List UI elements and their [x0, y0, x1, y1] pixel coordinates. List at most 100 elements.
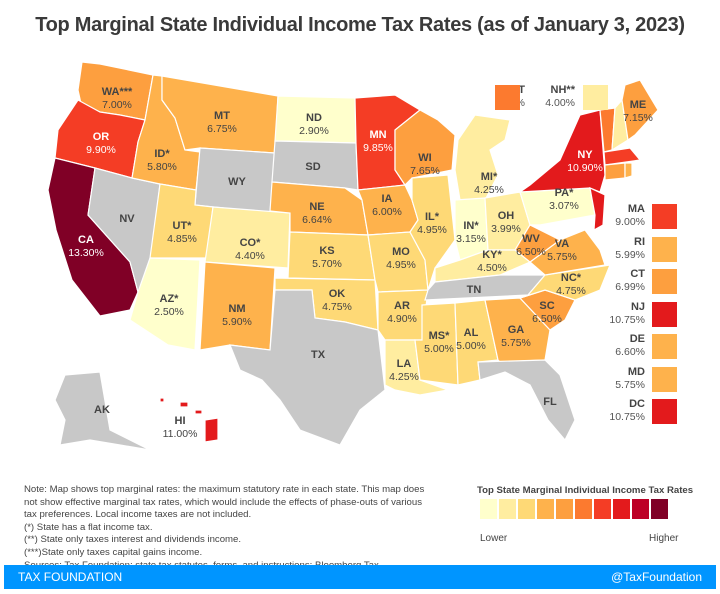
state-rate: 4.40% [235, 250, 265, 262]
notes: Note: Map shows top marginal rates: the … [24, 484, 464, 572]
label-MI: MI* [481, 171, 498, 183]
state-rate: 4.95% [386, 259, 416, 271]
callout-RI: RI 5.99% [615, 235, 645, 261]
state-rate: 6.75% [207, 123, 237, 135]
label-SC: SC [539, 300, 554, 312]
state-FL [477, 359, 576, 442]
label-FL: FL [543, 396, 557, 408]
swatch-NH [583, 85, 608, 110]
state-rate: 2.90% [299, 125, 329, 137]
callout-MA: MA 9.00% [615, 203, 645, 228]
state-rate: 4.25% [474, 184, 504, 196]
state-rate: 5.75% [501, 337, 531, 349]
state-rate: 4.85% [167, 233, 197, 245]
state-rate: 5.70% [312, 258, 342, 270]
footer-brand: TAX FOUNDATION [18, 570, 123, 584]
state-WV [514, 224, 562, 263]
label-WV: WV [522, 233, 540, 245]
callout-DC: DC 10.75% [609, 398, 645, 423]
note-line: Note: Map shows top marginal rates: the … [24, 484, 425, 495]
state-rate: 4.25% [389, 371, 419, 383]
state-ME [621, 79, 659, 142]
state-rate: 5.00% [456, 340, 486, 352]
note-line: (*) State has a flat income tax. [24, 521, 153, 533]
label-SD: SD [305, 161, 320, 173]
legend-swatch-7 [613, 499, 630, 519]
state-rate: 5.90% [222, 316, 252, 328]
label-WA: WA*** [102, 86, 133, 98]
label-IL: IL* [425, 211, 440, 223]
label-KY: KY* [482, 249, 502, 261]
legend-scale [480, 499, 668, 519]
label-VA: VA [555, 238, 570, 250]
label-OH: OH [498, 210, 515, 222]
legend-swatch-2 [518, 499, 535, 519]
label-UT: UT* [173, 220, 193, 232]
label-GA: GA [508, 324, 525, 336]
state-AK [54, 371, 151, 451]
state-rate: 3.99% [491, 223, 521, 235]
callout-MD: MD 5.75% [615, 365, 645, 391]
label-NY: NY [577, 149, 593, 161]
swatch-MD [652, 366, 677, 392]
state-rate: 4.75% [556, 285, 586, 297]
legend-low-label: Lower [480, 533, 508, 544]
state-rate: 4.95% [417, 224, 447, 236]
state-rate: 3.07% [549, 200, 579, 212]
label-CA: CA [78, 234, 94, 246]
state-shapes [47, 61, 659, 451]
legend-swatch-6 [594, 499, 611, 519]
state-rate: 4.90% [387, 313, 417, 325]
label-TX: TX [311, 349, 326, 361]
swatch-RI [652, 236, 677, 262]
label-HI: HI [175, 415, 186, 427]
label-IA: IA [382, 193, 393, 205]
state-rate: 6.00% [372, 206, 402, 218]
label-AK: AK [94, 404, 110, 416]
label-MS: MS* [429, 330, 451, 342]
label-AR: AR [394, 300, 410, 312]
label-NV: NV [119, 213, 135, 225]
callout-CT: CT 6.99% [615, 268, 645, 293]
state-rate: 6.50% [532, 313, 562, 325]
legend-swatch-8 [632, 499, 649, 519]
label-ID: ID* [154, 148, 170, 160]
label-ND: ND [306, 112, 322, 124]
footer-handle[interactable]: @TaxFoundation [611, 570, 702, 584]
map-title: Top Marginal State Individual Income Tax… [35, 14, 685, 36]
state-rate: 6.50% [516, 246, 546, 258]
legend-swatch-0 [480, 499, 497, 519]
label-NC: NC* [561, 272, 582, 284]
swatch-NJ [652, 301, 677, 327]
state-HI [159, 397, 219, 443]
state-rate: 4.75% [322, 301, 352, 313]
legend-swatch-4 [556, 499, 573, 519]
state-NJ [589, 186, 606, 232]
state-rate: 11.00% [163, 428, 198, 440]
state-rate: 13.30% [68, 247, 104, 259]
state-TX [229, 289, 386, 446]
label-OK: OK [329, 288, 346, 300]
note-line: (**) State only taxes interest and divid… [24, 534, 242, 546]
state-labels: WA*** 7.00% OR 9.90% CA 13.30% NV ID* 5.… [68, 86, 653, 440]
label-OR: OR [93, 131, 110, 143]
legend-swatch-3 [537, 499, 554, 519]
footer-bar: TAX FOUNDATION @TaxFoundation [4, 565, 716, 589]
state-MI [454, 114, 511, 201]
us-map: WA*** 7.00% OR 9.90% CA 13.30% NV ID* 5.… [47, 61, 659, 451]
state-RI [624, 162, 633, 179]
callout-DE: DE 6.60% [615, 333, 645, 358]
label-MO: MO [392, 246, 410, 258]
swatch-MA [652, 204, 677, 229]
state-IL [409, 174, 456, 291]
state-rate: 7.15% [623, 112, 653, 124]
note-line: (***)State only taxes capital gains inco… [24, 546, 203, 558]
state-rate: 9.85% [363, 142, 393, 154]
state-rate: 6.64% [302, 214, 332, 226]
label-IN: IN* [463, 220, 479, 232]
callout-NH: NH** 4.00% [545, 84, 575, 109]
state-rate: 4.50% [477, 262, 507, 274]
state-rate: 5.75% [547, 251, 577, 263]
label-WY: WY [228, 176, 246, 188]
label-PA: PA* [555, 187, 574, 199]
